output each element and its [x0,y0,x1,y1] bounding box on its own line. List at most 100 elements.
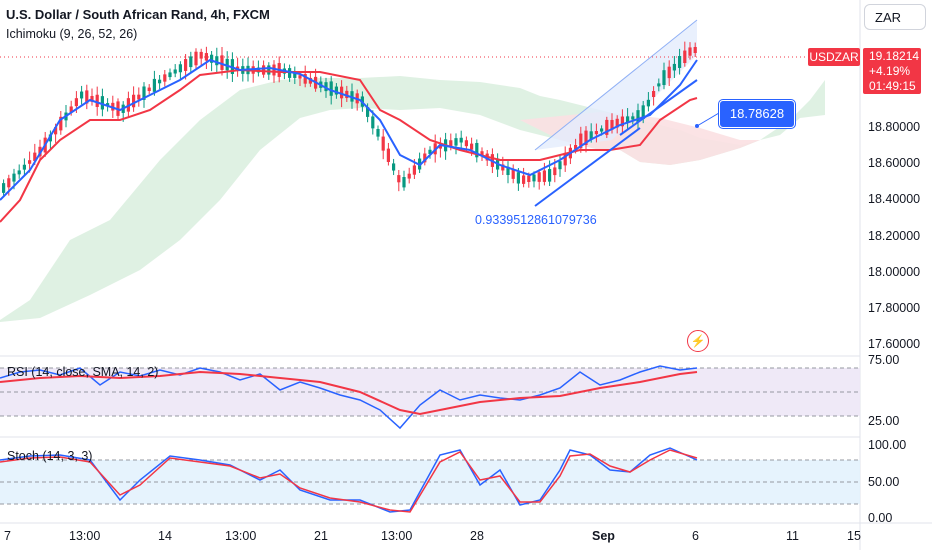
candle-body [204,53,208,61]
fib-level-text: 0.9339512861079736 [475,213,597,227]
candle-body [412,165,416,175]
rsi-label[interactable]: RSI (14, close, SMA, 14, 2) [7,365,159,379]
time-tick: 7 [4,529,11,543]
candle-body [12,173,16,182]
candle-body [511,169,515,179]
candle-body [558,161,562,170]
candle-body [132,94,136,108]
candle-body [657,83,661,87]
time-tick: 13:00 [225,529,257,543]
time-tick: 6 [692,529,699,543]
candle-body [334,86,338,95]
candle-body [74,98,78,107]
candle-body [506,166,510,176]
candle-body [646,99,650,107]
candle-body [527,175,531,183]
candle-body [376,128,380,137]
candle-body [402,177,406,188]
price-tick: 18.40000 [868,192,921,206]
candle-body [501,164,505,171]
candle-body [33,152,37,161]
rsi-tick: 75.00 [868,353,900,367]
candle-body [428,149,432,154]
time-tick: 13:00 [69,529,101,543]
stoch-tick: 0.00 [868,511,893,525]
candle-body [220,55,224,70]
candle-body [293,71,297,78]
channel-line [534,19,698,151]
stoch-d-line [0,449,698,513]
time-tick: 21 [314,529,328,543]
callout-pointer [696,112,720,127]
time-tick: 15 [847,529,861,543]
bar-countdown: 01:49:15 [869,79,916,93]
candle-body [454,138,458,146]
candle-body [532,174,536,182]
candle-body [28,160,32,164]
candle-body [626,116,630,123]
candle-body [100,96,104,110]
trend-line [619,79,698,136]
currency-button[interactable]: ZAR [864,4,926,30]
candle-body [303,74,307,84]
candle-body [189,56,193,68]
candle-body [80,91,84,99]
candle-body [652,91,656,97]
candle-body [90,95,94,102]
trend-line [534,127,641,207]
candle-body [459,137,463,143]
candle-body [308,77,312,84]
price-callout[interactable]: 18.78628 [719,100,795,128]
candle-body [672,63,676,71]
rsi-tick: 25.00 [868,414,900,428]
candle-body [610,119,614,130]
price-tick: 18.60000 [868,156,921,170]
last-price: 19.18214 [869,49,920,63]
candle-body [147,87,151,92]
candle-body [464,140,468,147]
candle-body [620,116,624,127]
candle-body [407,173,411,179]
candle-body [631,116,635,120]
candle-body [298,75,302,79]
candle-body [178,64,182,73]
candle-body [574,144,578,150]
candle-body [641,105,645,120]
symbol-tag: USDZAR [808,48,860,66]
candle-body [423,153,427,163]
time-tick: 28 [470,529,484,543]
callout-anchor [695,124,699,128]
time-tick: Sep [592,529,615,543]
price-tick: 18.80000 [868,120,921,134]
candle-body [267,65,271,75]
candle-body [667,66,671,79]
price-tick: 17.60000 [868,337,921,351]
candle-body [152,78,156,92]
stoch-tick: 50.00 [868,475,900,489]
price-tick: 18.00000 [868,265,921,279]
candle-body [584,130,588,145]
candle-body [142,86,146,100]
candle-body [480,151,484,156]
candle-body [106,103,110,107]
candle-body [683,50,687,64]
candle-body [158,79,162,84]
candle-body [22,164,26,170]
candle-body [199,51,203,59]
candle-body [537,172,541,182]
lightning-bolt-icon[interactable]: ⚡ [687,330,709,352]
candle-body [693,46,697,54]
time-tick: 14 [158,529,172,543]
stoch-label[interactable]: Stoch (14, 3, 3) [7,449,93,463]
candle-body [397,175,401,183]
candle-body [59,116,63,131]
candle-body [54,127,58,135]
candle-body [636,110,640,123]
indicator-label[interactable]: Ichimoku (9, 26, 52, 26) [6,27,138,41]
candle-body [7,178,11,188]
candle-body [678,56,682,68]
candle-body [449,140,453,147]
candle-body [381,136,385,151]
candle-body [600,128,604,132]
